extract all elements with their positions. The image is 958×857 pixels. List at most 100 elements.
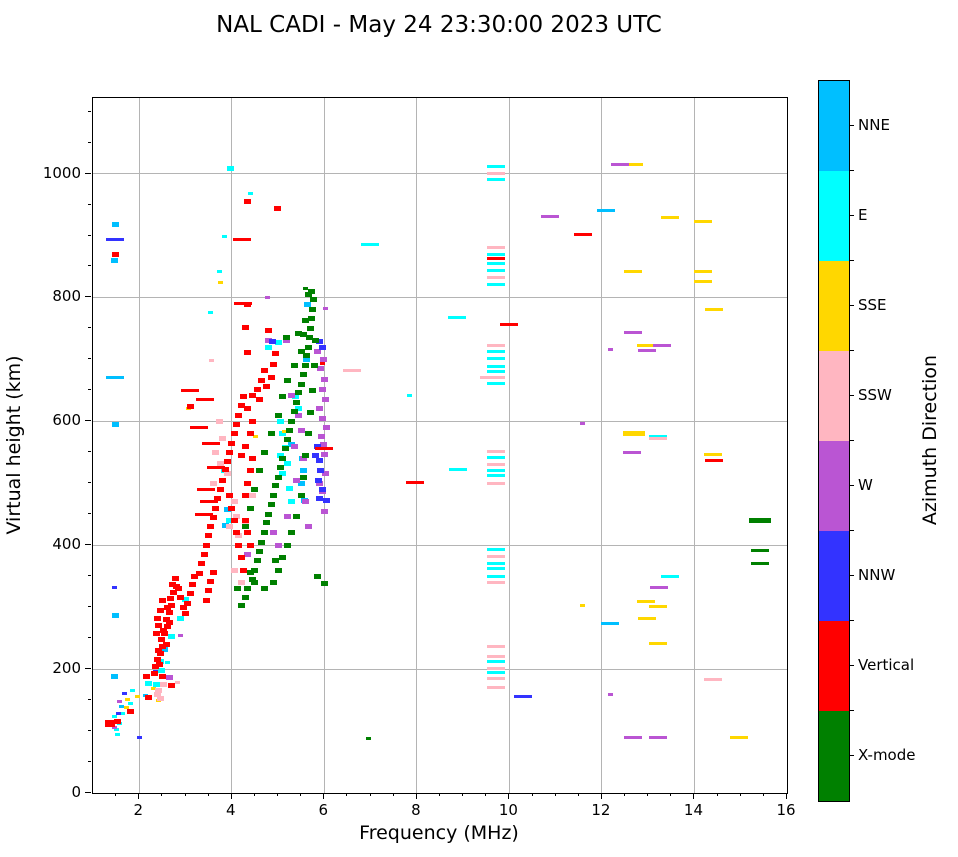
data-point (322, 307, 328, 311)
data-point (182, 597, 190, 603)
data-point (693, 269, 712, 273)
colorbar-segment-vertical (819, 621, 849, 711)
data-point (487, 474, 506, 478)
data-point (222, 522, 230, 528)
data-point (156, 661, 164, 667)
data-point (479, 375, 498, 379)
data-point (625, 162, 644, 166)
data-point (309, 297, 317, 303)
colorbar-boundary-tick (850, 710, 854, 711)
data-point (156, 607, 164, 613)
data-point (168, 603, 176, 609)
data-point (316, 457, 324, 463)
data-point (320, 376, 328, 382)
data-point (318, 386, 326, 392)
data-point (179, 604, 187, 610)
data-point (195, 512, 214, 516)
data-point (113, 718, 121, 724)
data-point (239, 567, 247, 573)
data-point (487, 468, 506, 472)
data-point (283, 377, 291, 383)
data-point (648, 642, 667, 646)
data-point (704, 453, 723, 457)
data-point (596, 208, 615, 212)
data-point (313, 443, 321, 449)
y-major-tick (85, 296, 91, 298)
colorbar-segment-nnw (819, 531, 849, 621)
data-point (276, 452, 284, 458)
x-minor-tick (670, 793, 672, 796)
data-point (272, 350, 280, 356)
data-point (242, 524, 250, 530)
colorbar-center-tick (850, 305, 854, 306)
data-point (487, 481, 506, 485)
data-point (235, 533, 243, 539)
data-point (150, 670, 158, 676)
x-minor-tick (115, 793, 117, 796)
data-point (253, 386, 261, 392)
data-point (168, 634, 176, 640)
data-point (302, 363, 310, 369)
y-minor-tick (88, 451, 91, 453)
data-point (242, 493, 250, 499)
data-point (237, 403, 245, 409)
data-point (320, 508, 328, 514)
data-point (319, 356, 327, 362)
data-point (275, 340, 283, 346)
data-point (315, 338, 323, 344)
y-minor-tick (88, 141, 91, 143)
y-tick-label: 200 (52, 659, 81, 678)
data-point (123, 706, 129, 710)
data-point (293, 477, 301, 483)
data-point (487, 343, 506, 347)
data-point (112, 613, 120, 619)
data-point (200, 552, 208, 558)
data-point (195, 570, 203, 576)
data-point (305, 291, 313, 297)
data-point (272, 483, 280, 489)
x-tick-label: 2 (133, 801, 144, 819)
data-point (244, 530, 252, 536)
data-point (201, 441, 220, 445)
data-point (288, 530, 296, 536)
y-tick-label: 400 (52, 535, 81, 554)
data-point (487, 276, 506, 280)
data-point (235, 542, 243, 548)
x-minor-tick (531, 793, 533, 796)
colorbar-boundary-tick (850, 620, 854, 621)
data-point (730, 735, 749, 739)
data-point (487, 246, 506, 250)
data-point (300, 468, 307, 474)
data-point (221, 467, 229, 473)
data-point (313, 573, 321, 579)
x-major-tick (138, 793, 140, 799)
colorbar-label: Azimuth Direction (919, 354, 941, 526)
data-point (600, 622, 619, 626)
data-point (152, 682, 160, 688)
data-point (269, 579, 277, 585)
y-major-tick (85, 792, 91, 793)
data-point (448, 315, 467, 319)
data-point (134, 694, 140, 698)
data-point (175, 586, 183, 592)
data-point (269, 493, 277, 499)
data-point (159, 628, 167, 634)
data-point (704, 678, 723, 682)
y-minor-tick (88, 606, 91, 608)
data-point (281, 446, 289, 452)
data-point (286, 427, 294, 433)
colorbar-tick-label: SSW (858, 386, 892, 404)
data-point (290, 363, 298, 369)
data-point (487, 655, 506, 659)
gridline (93, 296, 787, 298)
data-point (487, 261, 506, 265)
data-point (206, 466, 225, 470)
data-point (308, 307, 316, 313)
data-point (205, 533, 213, 539)
data-point (130, 688, 136, 692)
data-point (311, 338, 319, 344)
data-point (153, 692, 161, 697)
gridline (93, 544, 787, 546)
data-point (244, 406, 252, 412)
data-point (311, 452, 319, 458)
